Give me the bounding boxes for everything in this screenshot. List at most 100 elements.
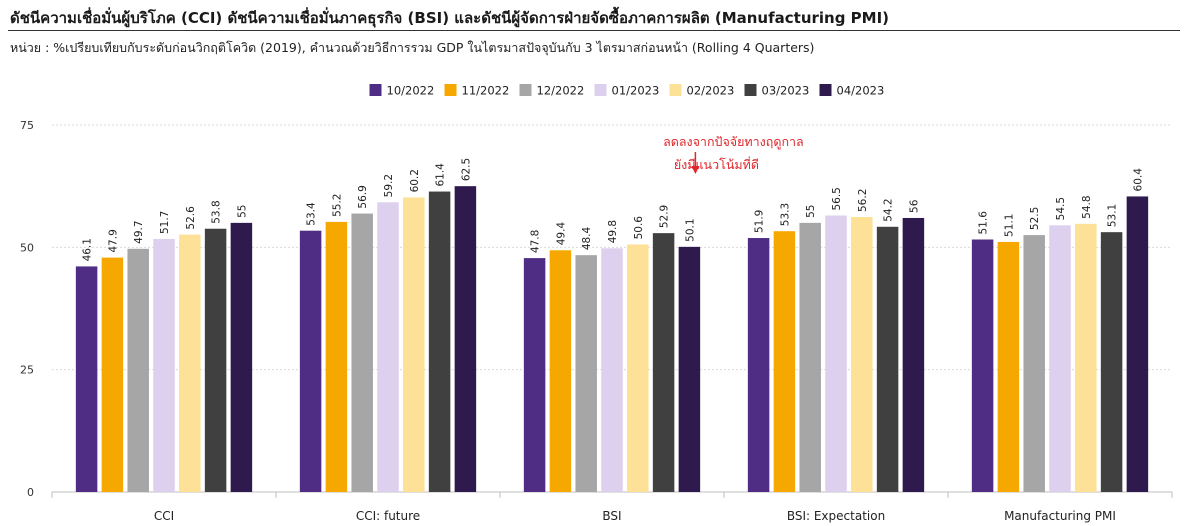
data-label: 60.4 [1132, 168, 1144, 192]
bar [1049, 225, 1071, 492]
data-label: 47.9 [107, 229, 119, 252]
bar [601, 248, 623, 492]
bar [403, 197, 425, 492]
bar [325, 221, 348, 492]
bar [377, 202, 399, 492]
legend-label: 12/2022 [537, 84, 585, 98]
bar [299, 230, 322, 493]
data-label: 52.5 [1029, 207, 1041, 230]
data-label: 62.5 [460, 158, 472, 181]
bar [997, 241, 1020, 492]
bar [851, 216, 873, 492]
data-label: 49.4 [555, 222, 567, 246]
bar [825, 215, 847, 492]
data-label: 54.8 [1081, 195, 1093, 218]
x-tick-label: Manufacturing PMI [1004, 509, 1116, 523]
data-label: 52.6 [185, 206, 197, 230]
bar [1126, 196, 1149, 492]
y-tick-label: 0 [27, 486, 34, 499]
data-label: 55.2 [331, 193, 343, 216]
bar [627, 244, 649, 492]
legend-swatch [444, 84, 457, 96]
data-label: 59.2 [383, 174, 395, 197]
data-label: 50.6 [633, 216, 645, 240]
legend-swatch [369, 84, 382, 96]
data-label: 53.8 [211, 200, 223, 223]
bar [575, 255, 597, 492]
bar [101, 257, 124, 492]
legend-label: 10/2022 [387, 84, 435, 98]
data-label: 56.2 [857, 189, 869, 212]
bar [678, 246, 701, 492]
x-tick-label: BSI [602, 509, 621, 523]
data-label: 54.2 [883, 198, 895, 221]
data-label: 51.9 [754, 210, 766, 233]
bar [902, 217, 925, 492]
chart-title: ดัชนีความเชื่อมั่นผู้บริโภค (CCI) ดัชนีค… [10, 9, 890, 27]
bar [549, 250, 572, 492]
data-label: 51.6 [978, 211, 990, 235]
annotation-arrow-head [691, 166, 700, 174]
bar [773, 231, 796, 492]
data-label: 53.4 [306, 202, 318, 226]
bar [971, 239, 994, 492]
data-label: 56 [908, 199, 920, 213]
bar [75, 266, 98, 492]
legend-swatch [594, 84, 607, 96]
bar [1023, 235, 1045, 492]
bar [876, 226, 899, 493]
legend-label: 04/2023 [837, 84, 885, 98]
chart-subtitle: หน่วย : %เปรียบเทียบกับระดับก่อนวิกฤติโค… [10, 40, 815, 55]
bar [153, 239, 175, 492]
y-tick-label: 25 [20, 364, 34, 377]
data-label: 55 [805, 204, 817, 217]
x-tick-label: BSI: Expectation [787, 509, 885, 523]
data-label: 49.7 [133, 220, 145, 243]
bar [428, 191, 451, 493]
annotation-line: ยังมีแนวโน้มที่ดี [674, 156, 759, 172]
data-label: 56.9 [357, 185, 369, 208]
bar [523, 258, 546, 492]
x-tick-label: CCI: future [356, 509, 420, 523]
legend-swatch [744, 84, 757, 96]
legend-swatch [669, 84, 682, 96]
data-label: 51.7 [159, 211, 171, 234]
x-tick-label: CCI [154, 509, 174, 523]
data-label: 48.4 [581, 226, 593, 250]
title-divider [8, 30, 1180, 31]
legend-label: 03/2023 [762, 84, 810, 98]
bar [799, 222, 821, 492]
bar [1075, 223, 1097, 492]
data-label: 47.8 [530, 230, 542, 253]
legend-swatch [519, 84, 532, 96]
y-tick-label: 75 [20, 119, 34, 132]
legend: 10/2022 11/2022 12/2022 01/2023 02/2023 03/20… [369, 84, 885, 98]
data-label: 52.9 [659, 205, 671, 228]
data-label: 49.8 [607, 220, 619, 243]
bar [127, 248, 149, 492]
data-label: 55 [236, 204, 248, 217]
data-label: 50.1 [684, 218, 696, 241]
annotation-line: ลดลงจากปัจจัยทางฤดูกาล [663, 134, 804, 150]
data-label: 46.1 [82, 238, 94, 261]
bar [747, 238, 770, 492]
legend-label: 01/2023 [612, 84, 660, 98]
bar [230, 222, 253, 492]
data-label: 56.5 [831, 187, 843, 210]
y-tick-label: 50 [20, 241, 34, 254]
data-label: 51.1 [1003, 214, 1015, 237]
legend-label: 02/2023 [687, 84, 735, 98]
legend-swatch [819, 84, 832, 96]
bar [351, 213, 373, 492]
bar [652, 233, 675, 492]
data-label: 54.5 [1055, 197, 1067, 220]
bar [1100, 232, 1123, 492]
bar [179, 234, 201, 493]
data-label: 61.4 [435, 163, 447, 187]
data-label: 60.2 [409, 169, 421, 192]
data-label: 53.1 [1107, 204, 1119, 227]
bars: 46.1 53.4 47.8 51.9 51.6 47.9 55.2 49.4 53.3 51.1… [75, 158, 1149, 493]
legend-label: 11/2022 [462, 84, 510, 98]
data-label: 53.3 [779, 203, 791, 226]
